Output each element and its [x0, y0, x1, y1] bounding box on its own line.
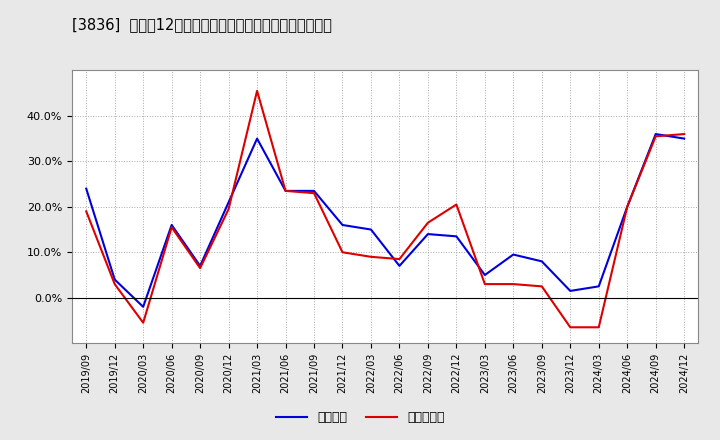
Legend: 経常利益, 当期純利益: 経常利益, 当期純利益	[271, 407, 449, 429]
当期純利益	[509, 282, 518, 287]
当期純利益	[395, 257, 404, 262]
当期純利益	[253, 88, 261, 94]
当期純利益	[480, 282, 489, 287]
当期純利益	[366, 254, 375, 260]
経常利益	[167, 222, 176, 227]
当期純利益	[167, 224, 176, 230]
当期純利益	[652, 134, 660, 139]
当期純利益	[595, 325, 603, 330]
当期純利益	[82, 209, 91, 214]
当期純利益	[338, 249, 347, 255]
経常利益	[139, 304, 148, 309]
経常利益	[595, 284, 603, 289]
経常利益	[225, 200, 233, 205]
経常利益	[366, 227, 375, 232]
当期純利益	[139, 320, 148, 326]
経常利益	[566, 288, 575, 293]
経常利益	[480, 272, 489, 278]
経常利益	[82, 186, 91, 191]
Text: [3836]  利益の12か月移動合計の対前年同期増減率の推移: [3836] 利益の12か月移動合計の対前年同期増減率の推移	[72, 18, 332, 33]
Line: 経常利益: 経常利益	[86, 134, 684, 307]
経常利益	[623, 204, 631, 209]
当期純利益	[452, 202, 461, 207]
経常利益	[110, 277, 119, 282]
当期純利益	[537, 284, 546, 289]
経常利益	[282, 188, 290, 194]
経常利益	[196, 263, 204, 268]
経常利益	[423, 231, 432, 237]
当期純利益	[282, 188, 290, 194]
経常利益	[310, 188, 318, 194]
経常利益	[537, 259, 546, 264]
当期純利益	[623, 204, 631, 209]
当期純利益	[310, 191, 318, 196]
経常利益	[509, 252, 518, 257]
当期純利益	[680, 132, 688, 137]
当期純利益	[225, 206, 233, 212]
経常利益	[652, 132, 660, 137]
当期純利益	[566, 325, 575, 330]
経常利益	[338, 222, 347, 227]
当期純利益	[110, 282, 119, 287]
当期純利益	[423, 220, 432, 225]
経常利益	[452, 234, 461, 239]
経常利益	[395, 263, 404, 268]
経常利益	[253, 136, 261, 141]
当期純利益	[196, 265, 204, 271]
経常利益	[680, 136, 688, 141]
Line: 当期純利益: 当期純利益	[86, 91, 684, 327]
